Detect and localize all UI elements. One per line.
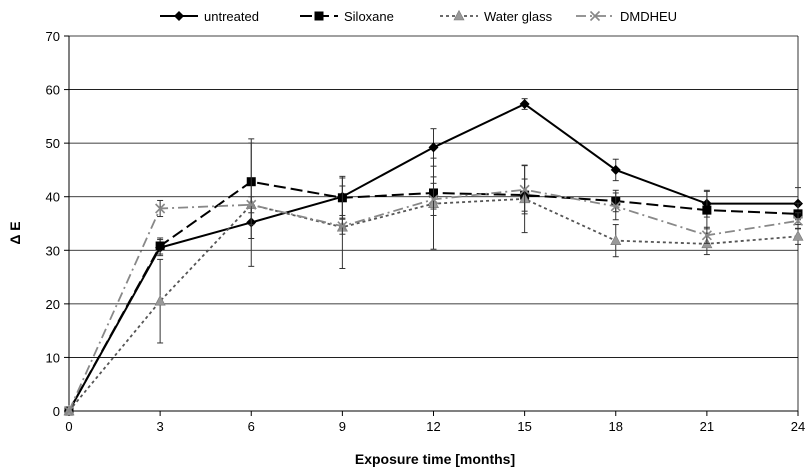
series-layer: [64, 99, 803, 416]
x-axis-title: Exposure time [months]: [355, 451, 515, 467]
x-tick-label: 12: [426, 419, 440, 434]
y-tick-label: 40: [46, 190, 60, 205]
x-tick-label: 9: [339, 419, 346, 434]
legend-label: untreated: [204, 9, 259, 24]
axes: [64, 36, 798, 416]
y-tick-label: 50: [46, 136, 60, 151]
marker-triangle: [155, 296, 165, 306]
y-tick-label: 20: [46, 297, 60, 312]
y-tick-label: 60: [46, 83, 60, 98]
marker-triangle: [793, 231, 803, 241]
marker-triangle: [454, 11, 464, 21]
marker-diamond: [429, 142, 439, 152]
x-tick-label: 24: [791, 419, 805, 434]
y-tick-label: 30: [46, 243, 60, 258]
legend-item: Water glass: [440, 9, 553, 24]
marker-diamond: [174, 11, 184, 21]
legend-label: Siloxane: [344, 9, 394, 24]
x-tick-label: 3: [157, 419, 164, 434]
x-tick-label: 0: [65, 419, 72, 434]
y-axis-title: Δ E: [7, 221, 23, 244]
legend-label: DMDHEU: [620, 9, 677, 24]
x-tick-label: 6: [248, 419, 255, 434]
marker-square: [156, 242, 165, 251]
legend-item: DMDHEU: [576, 9, 677, 24]
y-tick-label: 70: [46, 29, 60, 44]
marker-square: [315, 12, 324, 21]
legend-label: Water glass: [484, 9, 553, 24]
series-untreated: [64, 99, 803, 416]
y-tick-label: 10: [46, 350, 60, 365]
x-tick-labels: 0 3 6 9 12 15 18 21 24: [65, 419, 805, 434]
series-dmdheu: [65, 166, 803, 416]
legend: untreated Siloxane Water glass DMDHEU: [160, 9, 677, 24]
x-tick-label: 21: [700, 419, 714, 434]
legend-item: untreated: [160, 9, 259, 24]
marker-square: [702, 206, 711, 215]
x-tick-label: 18: [609, 419, 623, 434]
y-tick-label: 0: [53, 404, 60, 419]
x-tick-label: 15: [517, 419, 531, 434]
legend-item: Siloxane: [300, 9, 394, 24]
marker-triangle: [611, 235, 621, 245]
y-tick-labels: 0 10 20 30 40 50 60 70: [46, 29, 60, 419]
